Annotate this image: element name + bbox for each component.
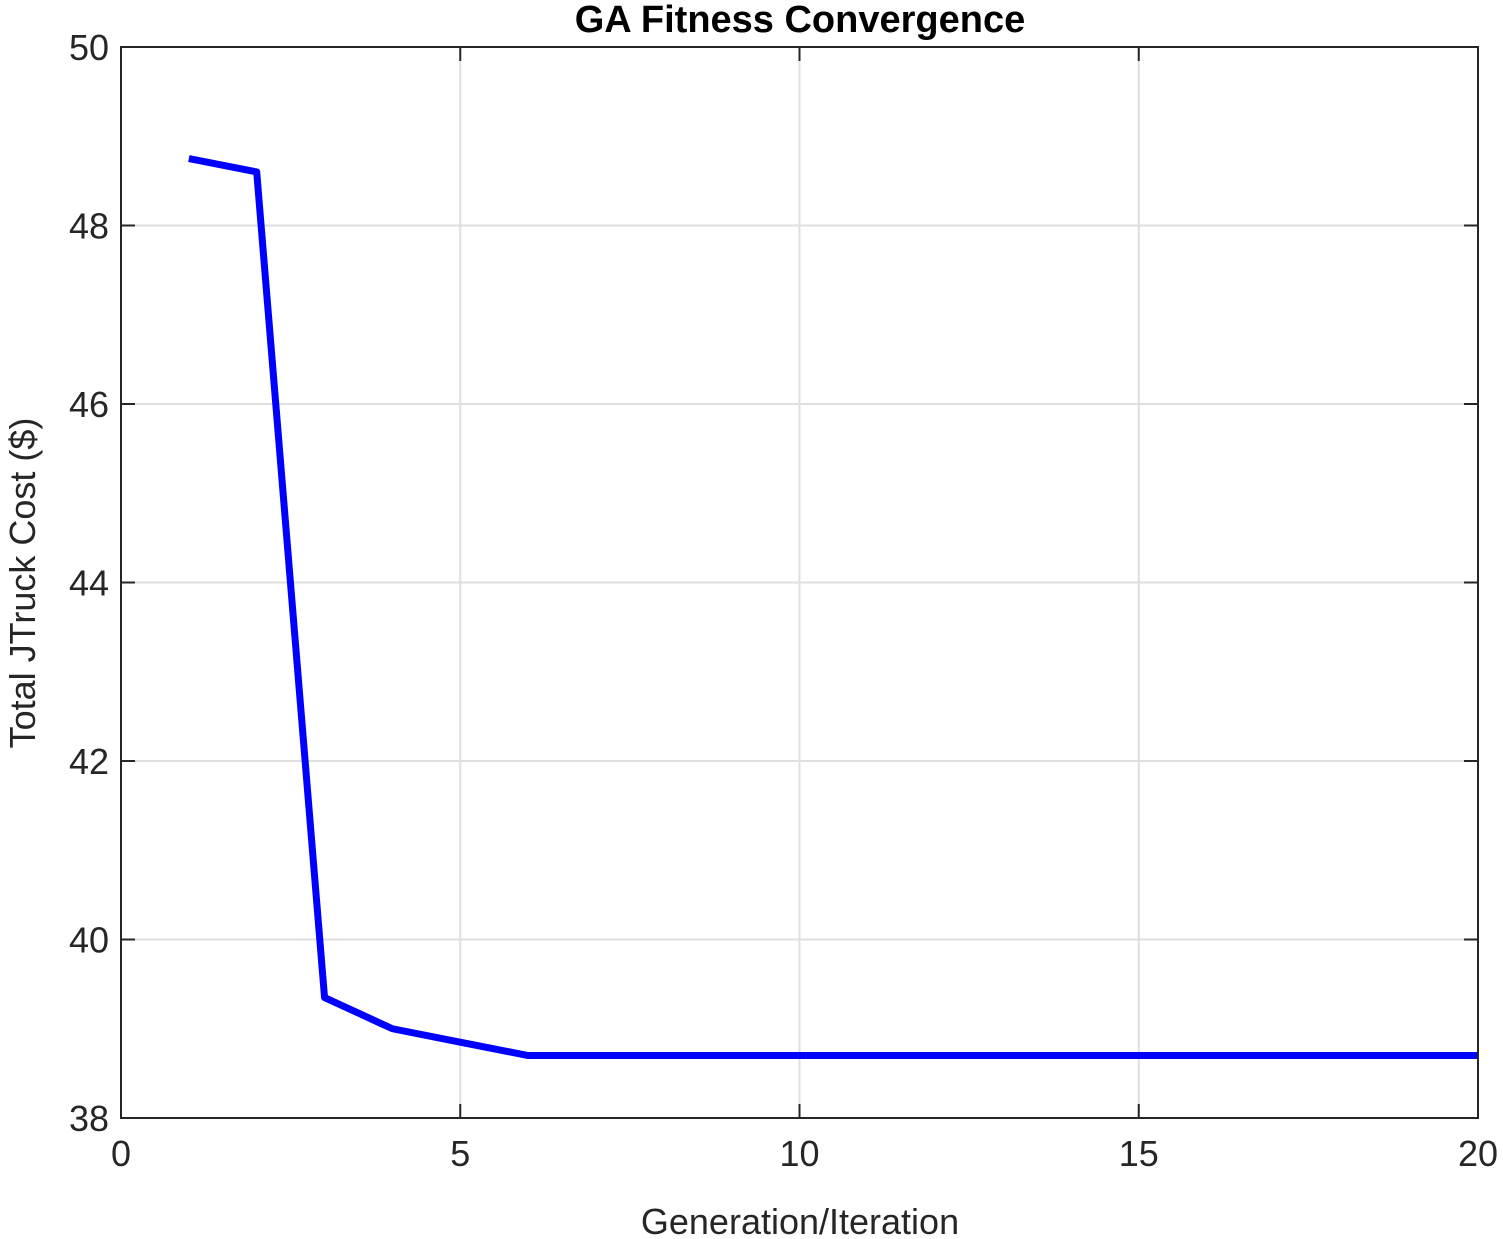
- series-layer: [188, 155, 1478, 1060]
- x-tick-labels: 0 5 10 15 20: [111, 1133, 1498, 1174]
- y-tick-label: 44: [69, 563, 109, 604]
- x-axis-label: Generation/Iteration: [641, 1201, 959, 1239]
- y-tick-labels: 38 40 42 44 46 48 50: [69, 27, 109, 1139]
- y-tick-label: 38: [69, 1098, 109, 1139]
- x-tick-label: 20: [1458, 1133, 1498, 1174]
- series-line-0: [188, 155, 1478, 1060]
- x-tick-label: 5: [450, 1133, 470, 1174]
- y-tick-label: 46: [69, 384, 109, 425]
- y-axis-label: Total JTruck Cost ($): [2, 418, 43, 749]
- chart-title: GA Fitness Convergence: [575, 0, 1026, 41]
- y-tick-label: 40: [69, 920, 109, 961]
- grid-lines: [121, 47, 1478, 1118]
- y-tick-label: 42: [69, 741, 109, 782]
- x-tick-label: 15: [1119, 1133, 1159, 1174]
- y-tick-label: 48: [69, 206, 109, 247]
- x-tick-label: 0: [111, 1133, 131, 1174]
- tick-marks: [120, 46, 1479, 1119]
- x-tick-label: 10: [779, 1133, 819, 1174]
- y-tick-label: 50: [69, 27, 109, 68]
